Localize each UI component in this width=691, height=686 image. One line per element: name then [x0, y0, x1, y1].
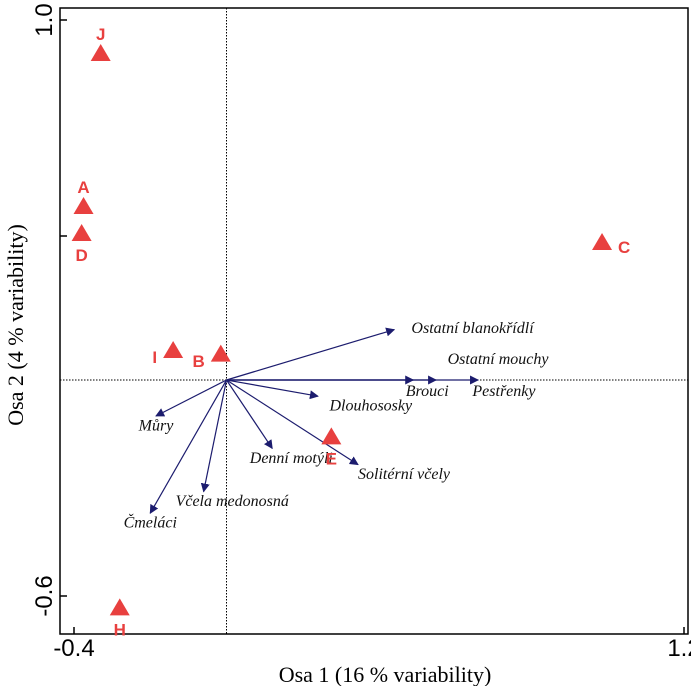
arrow-label: Pestřenky	[471, 383, 536, 400]
site-label: H	[114, 621, 126, 640]
arrow-line	[226, 379, 319, 400]
plot-frame	[59, 7, 689, 635]
y-tick-label: 1.0	[31, 3, 58, 36]
arrow-label: Čmeláci	[124, 513, 177, 532]
arrow-denni-motyli: Denní motýli	[226, 379, 333, 467]
arrow-cmelaci: Čmeláci	[124, 379, 228, 532]
variable-arrows: Ostatní blanokřídlí Ostatní mouchy Brouci P…	[124, 320, 550, 531]
arrow-vcela-medonosna: Včela medonosná	[176, 379, 289, 510]
x-tick-label: 1.2	[667, 635, 691, 662]
arrow-label: Solitérní včely	[358, 466, 451, 483]
arrow-label: Včela medonosná	[176, 493, 289, 510]
arrow-label: Dlouhososky	[328, 398, 413, 415]
site-marker	[90, 44, 111, 61]
site-e: E	[321, 427, 342, 469]
arrow-line	[226, 379, 273, 450]
arrow-label: Denní motýli	[249, 450, 333, 467]
arrow-soliterni-vcely: Solitérní včely	[226, 379, 451, 483]
arrow-dlouhososky: Dlouhososky	[226, 379, 413, 415]
y-tick-label: -0.6	[31, 575, 58, 616]
site-marker	[73, 197, 94, 214]
arrow-line	[200, 379, 228, 493]
x-tick-label: -0.4	[53, 635, 94, 662]
arrow-mury: Můry	[138, 379, 227, 434]
arrow-line	[226, 379, 359, 466]
arrow-label: Můry	[138, 417, 175, 434]
site-c: C	[592, 233, 630, 257]
arrow-line	[226, 327, 396, 381]
axis-ticks: -0.4 1.2 1.0 -0.6	[31, 3, 691, 662]
site-a: A	[73, 178, 94, 214]
site-marker	[163, 341, 184, 358]
site-label: B	[193, 352, 205, 371]
site-label: I	[152, 348, 157, 367]
site-h: H	[109, 598, 130, 640]
site-d: D	[71, 224, 92, 265]
site-label: A	[77, 178, 89, 197]
site-label: E	[326, 450, 337, 469]
site-marker	[109, 598, 130, 616]
arrow-ostatni-blanokridli: Ostatní blanokřídlí	[226, 320, 535, 381]
site-label: C	[618, 238, 630, 257]
arrow-pestrenky: Pestřenky	[226, 375, 536, 400]
site-marker	[321, 427, 342, 445]
arrow-line	[149, 379, 228, 514]
x-axis-title: Osa 1 (16 % variability)	[279, 662, 492, 686]
site-marker	[592, 233, 613, 250]
y-axis-title: Osa 2 (4 % variability)	[3, 224, 28, 426]
reference-lines	[60, 8, 688, 634]
site-marker	[210, 344, 231, 362]
arrow-line	[155, 379, 227, 417]
arrow-label: Ostatní mouchy	[448, 351, 550, 368]
site-label: J	[96, 25, 105, 44]
site-b: B	[193, 344, 231, 371]
arrow-label: Brouci	[406, 383, 449, 400]
site-j: J	[90, 25, 111, 61]
arrow-label: Ostatní blanokřídlí	[411, 320, 535, 337]
site-label: D	[75, 246, 87, 265]
site-markers: J A D C I B E H	[71, 25, 630, 640]
site-marker	[71, 224, 92, 241]
site-i: I	[152, 341, 184, 367]
